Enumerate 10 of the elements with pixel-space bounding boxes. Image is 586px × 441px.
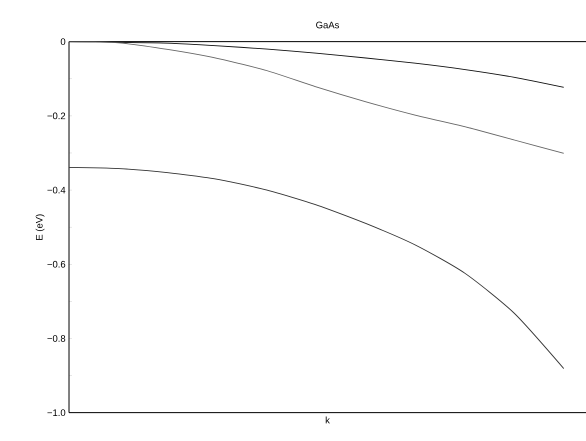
chart-title: GaAs — [316, 22, 339, 28]
x-axis-title: k — [326, 416, 330, 424]
y-tick-label: −0.8 — [47, 335, 66, 342]
line-series — [69, 167, 564, 369]
y-axis-title: E (eV) — [36, 214, 44, 240]
y-tick-label: −0.4 — [47, 186, 66, 194]
y-tick-label: −0.2 — [47, 112, 66, 120]
y-tick-label: 0 — [60, 38, 66, 46]
y-tick-label: −1.0 — [47, 409, 66, 416]
y-tick-label: −0.6 — [47, 260, 66, 268]
